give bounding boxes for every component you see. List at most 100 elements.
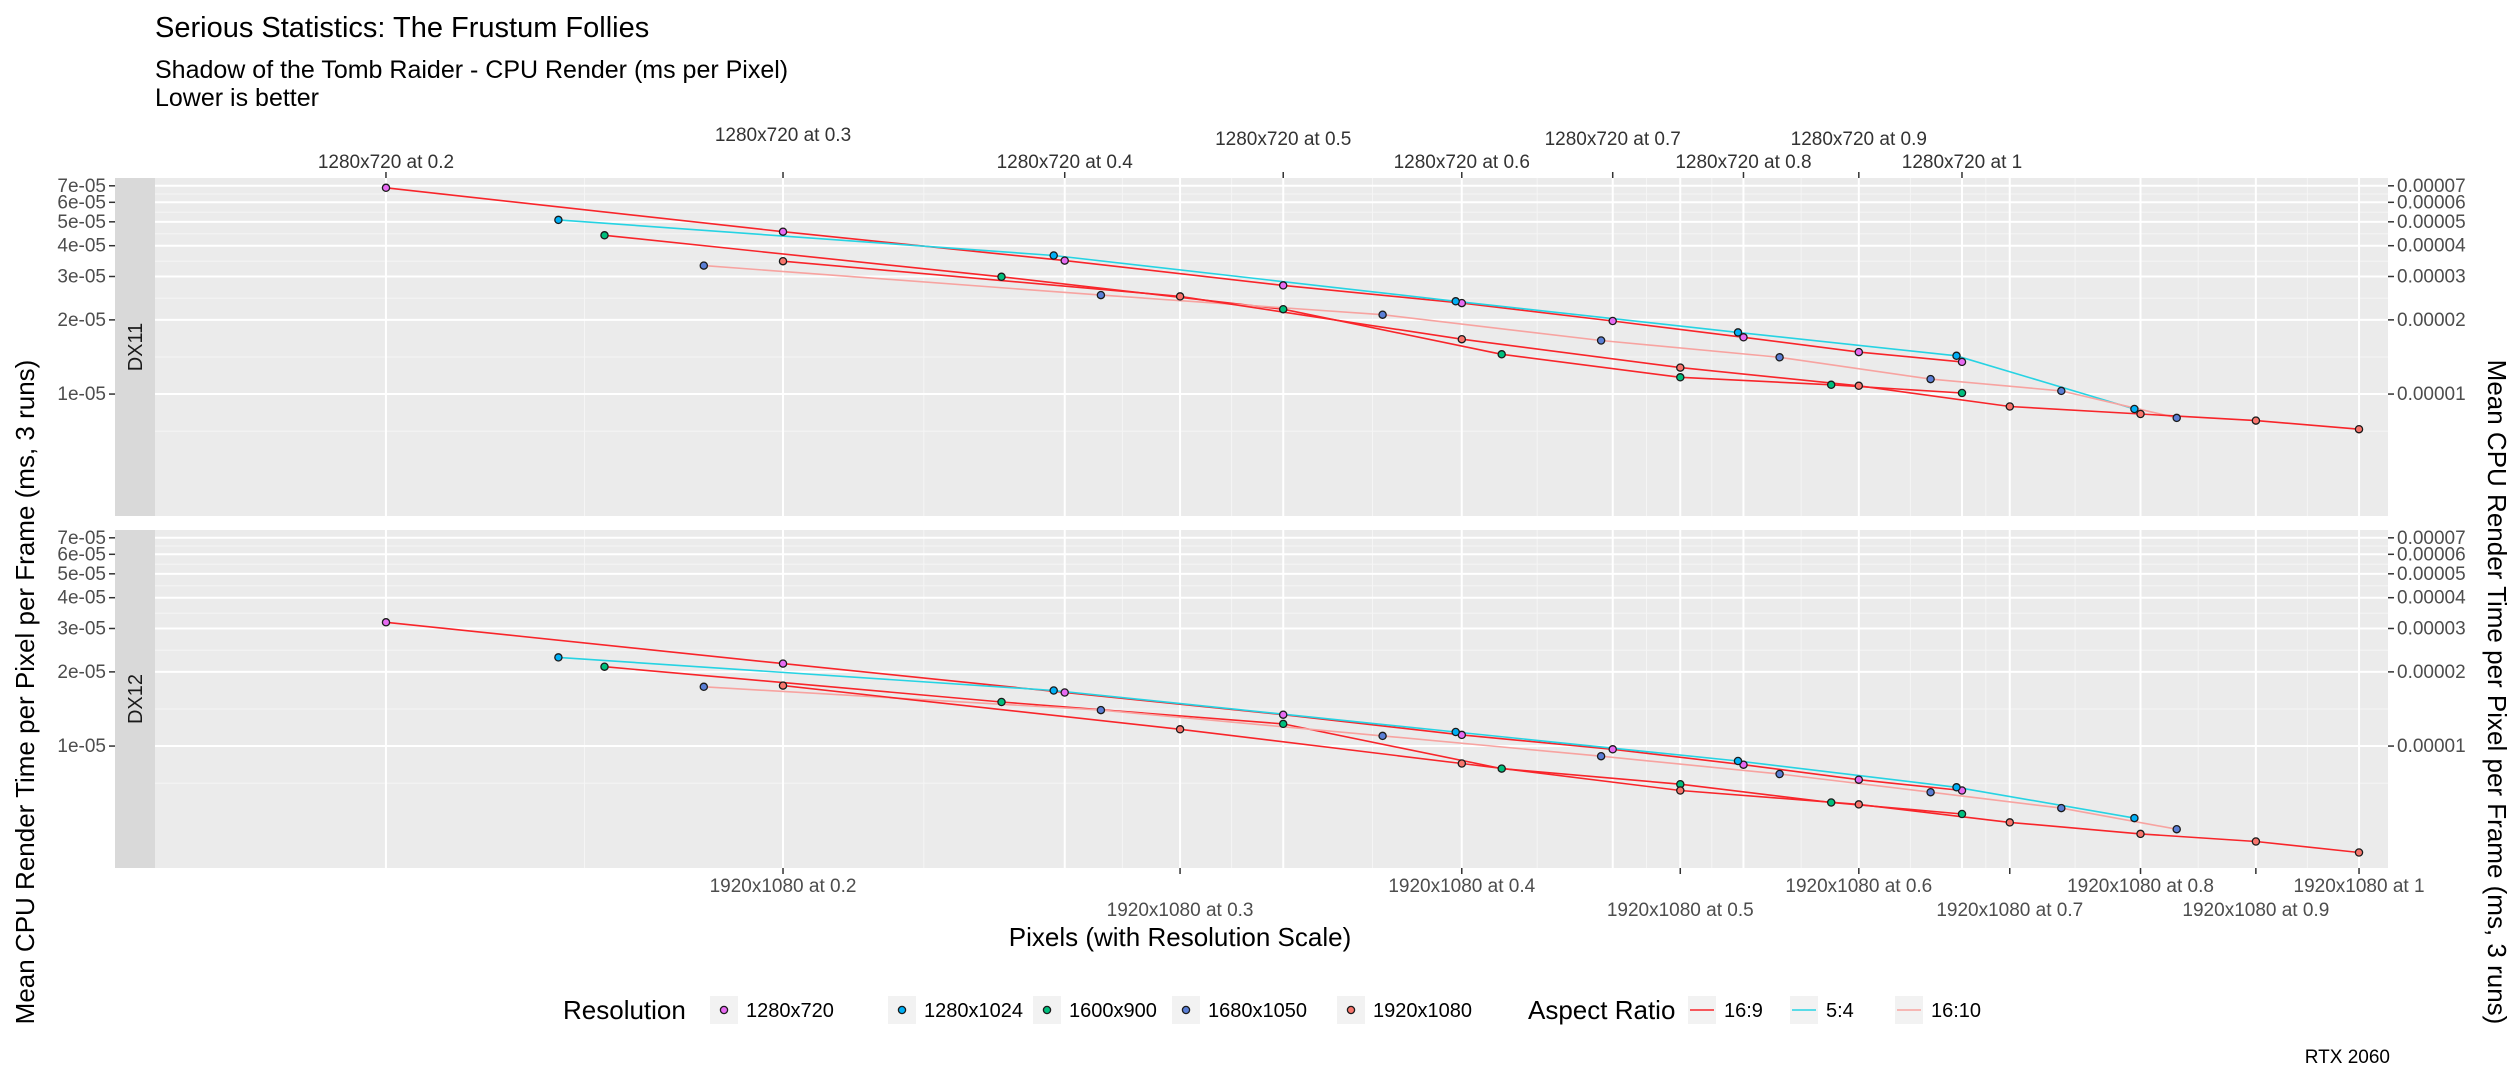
- y-tick-label-right: 0.00004: [2397, 588, 2466, 609]
- data-point-1680x1050: [1378, 310, 1387, 319]
- data-point-1600x900: [1278, 719, 1288, 729]
- data-point-1280x720: [1060, 256, 1069, 265]
- data-point-1280x1024: [1952, 351, 1961, 361]
- data-point-1920x1080: [2251, 837, 2261, 846]
- data-point-1920x1080: [2251, 416, 2261, 425]
- data-point-1280x1024: [1451, 727, 1460, 737]
- x-tick-label-top: 1280x720 at 0.5: [1215, 129, 1351, 150]
- y-tick-label-right: 0.00007: [2397, 176, 2466, 197]
- data-point-1600x900: [1826, 380, 1836, 390]
- legend-label-aspect: 16:9: [1724, 1000, 1763, 1022]
- data-point-1280x1024: [1451, 297, 1460, 306]
- x-tick-label-bottom: 1920x1080 at 1: [2294, 876, 2425, 897]
- data-point-1680x1050: [699, 682, 709, 692]
- plot-panels: DX117e-056e-055e-054e-053e-052e-051e-050…: [57, 176, 2466, 868]
- x-tick-label-bottom: 1920x1080 at 0.8: [2067, 876, 2214, 897]
- data-point-1280x720: [778, 227, 788, 236]
- data-point-1920x1080: [1854, 800, 1864, 809]
- data-point-1920x1080: [2354, 848, 2364, 857]
- x-tick-label-bottom: 1920x1080 at 0.4: [1388, 876, 1535, 897]
- data-point-1680x1050: [1096, 705, 1106, 715]
- x-tick-label-bottom: 1920x1080 at 0.2: [710, 876, 857, 897]
- bottom-x-axis: 1920x1080 at 0.2 1920x1080 at 0.3 1920x108…: [710, 868, 2425, 921]
- x-tick-label-top: 1280x720 at 0.3: [715, 125, 851, 146]
- x-tick-label-bottom: 1920x1080 at 0.6: [1785, 876, 1932, 897]
- y-tick-label: 2e-05: [57, 310, 106, 331]
- x-tick-label-top: 1280x720 at 0.7: [1545, 129, 1681, 150]
- facet-strip-label: DX12: [125, 674, 147, 724]
- data-point-1280x1024: [1049, 251, 1058, 260]
- data-point-1680x1050: [2057, 803, 2066, 813]
- data-point-1680x1050: [1926, 787, 1935, 797]
- data-point-1280x720: [1957, 357, 1967, 367]
- data-point-1280x720: [1060, 688, 1069, 697]
- x-tick-label-top: 1280x720 at 1: [1902, 152, 2022, 173]
- data-point-1920x1080: [1175, 725, 1185, 734]
- legend-label-resolution: 1280x1024: [924, 1000, 1023, 1022]
- y-axis-label-right: Mean CPU Render Time per Pixel per Frame…: [2482, 360, 2512, 1025]
- x-tick-label-bottom: 1920x1080 at 0.5: [1607, 900, 1754, 921]
- x-tick-label-top: 1280x720 at 0.4: [997, 152, 1134, 173]
- y-tick-label-right: 0.00003: [2397, 618, 2466, 639]
- x-tick-label-bottom: 1920x1080 at 0.7: [1936, 900, 2083, 921]
- data-point-1280x1024: [554, 215, 563, 225]
- x-tick-label-top: 1280x720 at 0.2: [318, 152, 454, 173]
- data-point-1280x1024: [2130, 404, 2139, 414]
- data-point-1280x1024: [1952, 783, 1961, 792]
- data-point-1920x1080: [2136, 829, 2145, 839]
- chart-title: Serious Statistics: The Frustum Follies: [155, 12, 649, 44]
- data-point-1280x720: [778, 659, 788, 668]
- x-tick-label-top: 1280x720 at 0.8: [1675, 152, 1811, 173]
- data-point-1280x720: [1608, 745, 1617, 754]
- facet-strip-label: DX11: [125, 323, 147, 372]
- legend-label-aspect: 16:10: [1931, 1000, 1981, 1022]
- data-point-1680x1050: [699, 261, 709, 270]
- legend-key-point: [897, 1005, 907, 1015]
- data-point-1280x1024: [1733, 328, 1743, 337]
- data-point-1600x900: [1497, 764, 1506, 773]
- data-point-1600x900: [1676, 373, 1685, 382]
- data-point-1920x1080: [1854, 381, 1864, 391]
- data-point-1280x720: [1278, 710, 1288, 719]
- y-tick-label: 3e-05: [57, 266, 106, 287]
- y-tick-label: 7e-05: [57, 528, 106, 549]
- legend: Resolution 1280x720 1280x1024 1600x900 1680x…: [563, 995, 1981, 1025]
- y-tick-label-right: 0.00002: [2397, 662, 2466, 683]
- y-tick-label: 6e-05: [57, 544, 106, 565]
- data-point-1920x1080: [2354, 424, 2364, 434]
- legend-label-resolution: 1920x1080: [1373, 1000, 1472, 1022]
- y-tick-label: 2e-05: [57, 662, 106, 683]
- y-tick-label-right: 0.00001: [2397, 736, 2466, 757]
- y-tick-label-right: 0.00007: [2397, 528, 2466, 549]
- y-tick-label: 3e-05: [57, 618, 106, 639]
- y-tick-label-right: 0.00004: [2397, 236, 2466, 257]
- data-point-1920x1080: [2005, 402, 2015, 411]
- y-axis-label-left: Mean CPU Render Time per Pixel per Frame…: [10, 360, 40, 1025]
- data-point-1280x1024: [2130, 813, 2139, 823]
- data-point-1680x1050: [1378, 731, 1387, 741]
- data-point-1680x1050: [1596, 336, 1606, 345]
- data-point-1280x1024: [1733, 756, 1743, 766]
- chart-subtitle-note: Lower is better: [155, 84, 319, 112]
- data-point-1680x1050: [1775, 769, 1784, 779]
- x-tick-label-bottom: 1920x1080 at 0.9: [2182, 900, 2329, 921]
- data-point-1600x900: [1957, 809, 1967, 819]
- x-tick-label-top: 1280x720 at 0.9: [1791, 129, 1927, 150]
- facet-strip: [115, 530, 155, 868]
- data-point-1600x900: [1497, 350, 1506, 359]
- x-axis-label: Pixels (with Resolution Scale): [1009, 922, 1351, 952]
- data-point-1280x720: [1739, 333, 1748, 342]
- data-point-1920x1080: [778, 681, 788, 690]
- y-tick-label: 1e-05: [57, 384, 106, 405]
- y-tick-label-right: 0.00006: [2397, 544, 2466, 565]
- y-tick-label: 7e-05: [57, 176, 106, 197]
- y-tick-label: 5e-05: [57, 564, 106, 585]
- y-tick-label: 4e-05: [57, 588, 106, 609]
- y-tick-label-right: 0.00001: [2397, 384, 2466, 405]
- data-point-1680x1050: [1926, 374, 1935, 384]
- data-point-1280x720: [1854, 775, 1864, 784]
- data-point-1280x720: [1608, 316, 1617, 326]
- data-point-1280x1024: [1049, 686, 1058, 695]
- data-point-1680x1050: [2057, 386, 2066, 396]
- data-point-1920x1080: [1457, 334, 1467, 344]
